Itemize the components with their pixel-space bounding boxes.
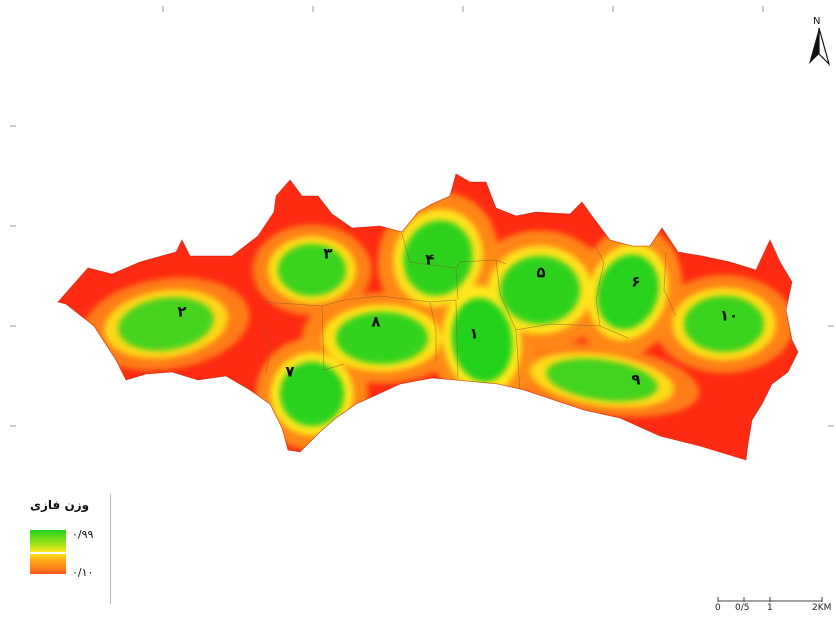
district-2-core — [118, 297, 214, 351]
district-10-core — [684, 296, 764, 352]
district-label-4: ۴ — [425, 251, 434, 269]
district-1-core — [451, 298, 513, 382]
district-8-core — [336, 312, 428, 364]
district-label-7: ۷ — [285, 363, 294, 381]
scale-label-2km: 2KM — [812, 603, 832, 613]
scale-bar: 0 0/5 1 2KM — [714, 595, 832, 619]
district-label-8: ۸ — [371, 313, 380, 331]
legend: وزن فازی ۰/۹۹ ۰/۱۰ — [14, 494, 111, 604]
north-letter: N — [813, 16, 821, 27]
district-label-3: ۳ — [323, 245, 332, 263]
scale-label-1: 1 — [767, 603, 773, 613]
district-label-2: ۲ — [177, 303, 186, 321]
district-labels: ۱ ۲ ۳ ۴ ۵ ۶ ۷ ۸ ۹ ۱۰ — [177, 245, 738, 389]
district-4-core — [403, 220, 473, 296]
heat-surface — [58, 174, 798, 460]
district-5-core — [500, 256, 580, 324]
north-arrow-icon — [809, 27, 831, 67]
scale-label-0: 0 — [715, 603, 721, 613]
legend-high-value: ۰/۹۹ — [72, 528, 94, 541]
legend-low-value: ۰/۱۰ — [72, 566, 94, 579]
district-label-5: ۵ — [536, 264, 545, 282]
scale-bar-line — [717, 597, 823, 602]
city-outline — [57, 173, 799, 461]
district-3-core — [278, 244, 346, 296]
legend-color-ramp — [30, 530, 66, 574]
legend-title: وزن فازی — [30, 498, 90, 512]
district-label-10: ۱۰ — [720, 307, 738, 325]
district-label-6: ۶ — [631, 273, 640, 291]
district-label-9: ۹ — [631, 371, 640, 389]
district-9-core — [546, 358, 658, 402]
scale-label-half: 0/5 — [735, 603, 750, 613]
district-boundaries — [261, 233, 677, 391]
district-label-1: ۱ — [469, 325, 478, 343]
district-7-core — [280, 362, 344, 426]
green-layer — [118, 220, 764, 426]
district-6-core — [597, 254, 659, 330]
frame-ticks — [10, 6, 834, 427]
